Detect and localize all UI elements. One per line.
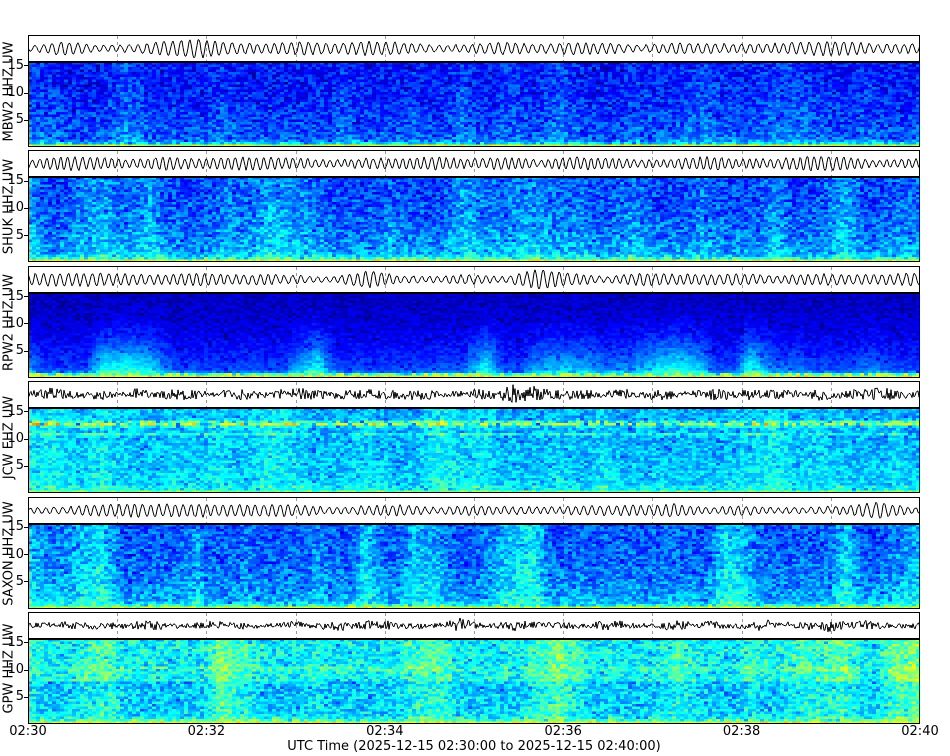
x-axis-title: UTC Time (2025-12-15 02:30:00 to 2025-12… — [287, 739, 661, 754]
freq-tick-mark — [24, 527, 28, 528]
x-tick-label: 02:32 — [187, 724, 226, 739]
freq-tick-mark — [24, 411, 28, 412]
spectrogram-saxon — [28, 523, 920, 609]
freq-tick-label: 5 — [15, 689, 24, 705]
freq-tick-mark — [24, 670, 28, 671]
x-tick-label: 02:34 — [366, 724, 404, 739]
freq-tick-mark — [24, 323, 28, 324]
waveform-shuk — [28, 150, 920, 178]
freq-tick-label: 10 — [7, 85, 24, 100]
freq-tick-mark — [24, 296, 28, 297]
spectrogram-jcw — [28, 408, 920, 494]
freq-tick-label: 5 — [15, 458, 24, 474]
freq-tick-label: 10 — [7, 431, 24, 447]
freq-tick-label: 15 — [7, 173, 24, 189]
freq-tick-mark — [24, 208, 28, 209]
station-panel-shuk — [28, 150, 920, 263]
freq-tick-mark — [24, 93, 28, 94]
freq-tick-label: 15 — [7, 519, 24, 535]
freq-tick-label: 15 — [7, 403, 24, 419]
freq-tick-label: 5 — [15, 227, 24, 243]
freq-tick-mark — [24, 439, 28, 440]
spectrogram-gpw — [28, 639, 920, 724]
freq-tick-mark — [24, 181, 28, 182]
waveform-gpw — [28, 612, 920, 639]
waveform-rpw2 — [28, 265, 920, 293]
freq-tick-mark — [24, 642, 28, 643]
waveform-mbw2 — [28, 35, 920, 62]
freq-tick-mark — [24, 554, 28, 555]
freq-tick-label: 15 — [7, 634, 24, 650]
freq-tick-label: 15 — [7, 288, 24, 304]
freq-tick-label: 5 — [15, 112, 24, 128]
x-tick-label: 02:30 — [9, 724, 47, 739]
waveform-saxon — [28, 496, 920, 524]
x-tick-label: 02:40 — [901, 724, 939, 739]
freq-tick-mark — [24, 235, 28, 236]
spectrogram-rpw2 — [28, 292, 920, 378]
freq-tick-label: 5 — [15, 343, 24, 359]
freq-tick-mark — [24, 120, 28, 121]
freq-tick-label: 10 — [7, 200, 24, 216]
x-tick-label: 02:38 — [722, 724, 761, 739]
freq-tick-label: 10 — [7, 662, 24, 677]
freq-tick-label: 10 — [7, 546, 24, 562]
freq-tick-label: 10 — [7, 315, 24, 331]
freq-tick-label: 5 — [15, 573, 24, 589]
freq-tick-mark — [24, 351, 28, 352]
freq-tick-mark — [24, 697, 28, 698]
station-panel-gpw — [28, 612, 920, 724]
station-panel-saxon — [28, 496, 920, 609]
spectrogram-mbw2 — [28, 62, 920, 147]
spectrogram-shuk — [28, 177, 920, 263]
x-tick-label: 02:36 — [544, 724, 582, 739]
freq-tick-mark — [24, 466, 28, 467]
freq-tick-mark — [24, 65, 28, 66]
station-panel-jcw — [28, 381, 920, 494]
station-panel-rpw2 — [28, 265, 920, 378]
freq-tick-mark — [24, 581, 28, 582]
freq-tick-label: 15 — [7, 57, 24, 73]
station-panel-mbw2 — [28, 35, 920, 147]
waveform-jcw — [28, 381, 920, 409]
